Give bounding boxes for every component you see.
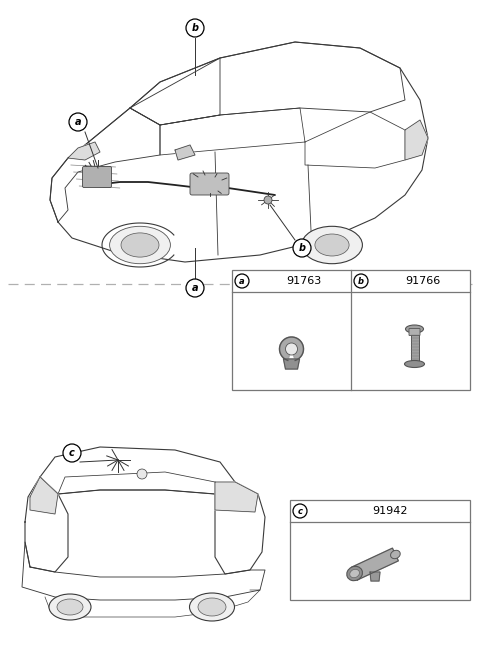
Polygon shape [68,142,100,160]
FancyBboxPatch shape [83,166,111,187]
Ellipse shape [315,234,349,256]
Ellipse shape [350,570,360,578]
Bar [290,500,470,600]
Polygon shape [352,548,398,580]
Ellipse shape [391,551,400,558]
Ellipse shape [406,325,423,333]
Ellipse shape [405,361,424,367]
Text: b: b [299,243,305,253]
Circle shape [186,19,204,37]
Polygon shape [175,145,195,160]
Ellipse shape [301,226,362,263]
Text: a: a [239,277,245,286]
Ellipse shape [109,226,170,263]
Text: c: c [69,448,75,458]
Polygon shape [284,359,300,369]
Circle shape [137,469,147,479]
Text: 91942: 91942 [372,506,408,516]
Text: b: b [192,23,199,33]
Ellipse shape [347,566,362,581]
Text: 91763: 91763 [286,276,321,286]
Ellipse shape [57,599,83,615]
Circle shape [186,279,204,297]
Circle shape [354,274,368,288]
Circle shape [264,196,272,204]
Ellipse shape [121,233,159,257]
Polygon shape [405,120,428,160]
Ellipse shape [49,594,91,620]
FancyBboxPatch shape [190,173,229,195]
Circle shape [293,239,311,257]
Text: c: c [298,507,302,516]
Circle shape [69,113,87,131]
Bar [232,270,470,390]
Ellipse shape [190,593,235,621]
FancyBboxPatch shape [409,328,420,336]
Ellipse shape [198,598,226,616]
Polygon shape [30,477,58,514]
Text: a: a [192,283,198,293]
Circle shape [293,504,307,518]
Text: a: a [75,117,81,127]
Polygon shape [279,337,303,361]
Bar [410,329,419,364]
Circle shape [286,343,298,355]
Polygon shape [370,572,380,581]
Polygon shape [215,482,258,512]
Circle shape [235,274,249,288]
Text: 91766: 91766 [405,276,440,286]
Text: b: b [358,277,364,286]
Circle shape [63,444,81,462]
